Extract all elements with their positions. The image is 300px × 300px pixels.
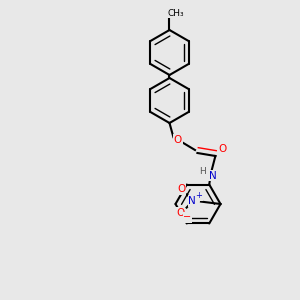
Text: N: N <box>208 170 216 181</box>
Text: O: O <box>176 208 185 218</box>
Text: O: O <box>174 134 182 145</box>
Text: +: + <box>196 191 202 200</box>
Text: −: − <box>183 212 191 222</box>
Text: O: O <box>177 184 186 194</box>
Text: CH₃: CH₃ <box>167 9 184 18</box>
Text: N: N <box>188 196 196 206</box>
Text: H: H <box>199 167 206 176</box>
Text: O: O <box>219 143 227 154</box>
